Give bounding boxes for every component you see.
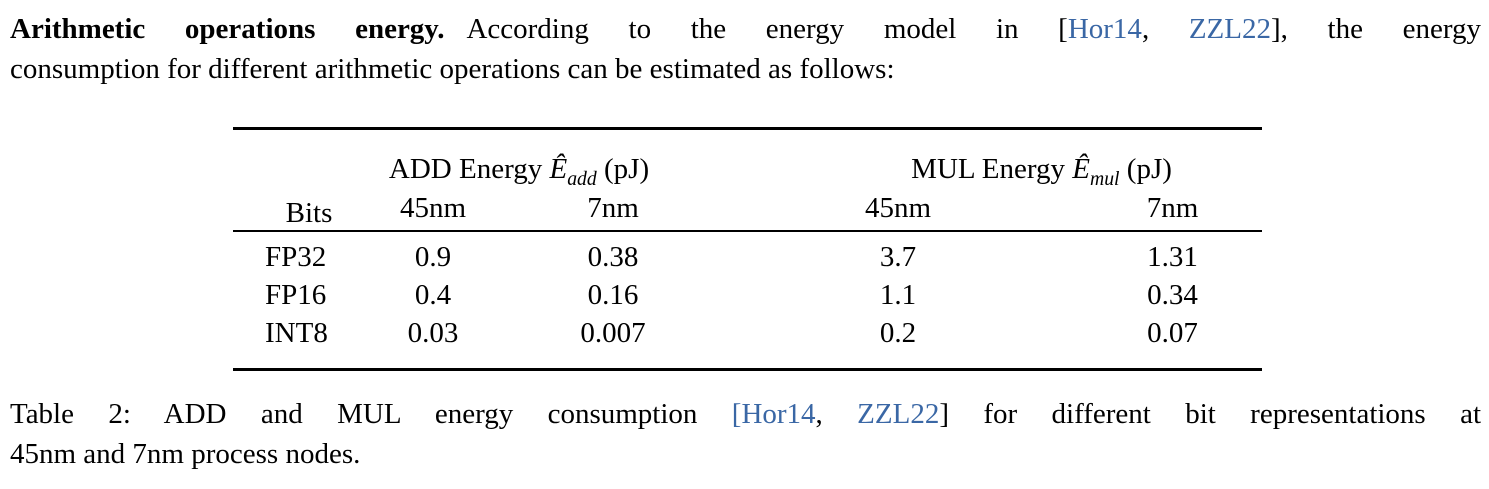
- caption-text-post: ] for different bit representations at: [939, 398, 1482, 430]
- cell-fp32-add-7nm: 0.38: [587, 240, 639, 273]
- cell-fp32-mul-7nm: 1.31: [1147, 240, 1198, 273]
- subheader-add-45nm: 45nm: [353, 186, 513, 232]
- cell-int8-mul-7nm: 0.07: [1147, 316, 1198, 349]
- subheader-add-7nm: 7nm: [513, 186, 714, 232]
- citation-link-zzl22[interactable]: ZZL22: [1188, 13, 1271, 45]
- caption-citation-separator: ,: [815, 398, 858, 430]
- citation-separator: ,: [1141, 13, 1189, 45]
- cell-fp16-add-45nm: 0.4: [414, 278, 452, 311]
- table-row-fp16: FP16 0.4 0.16 1.1 0.34: [233, 276, 1262, 314]
- cell-int8-bits: INT8: [265, 316, 328, 349]
- caption-bracket-open: [: [731, 398, 742, 430]
- caption-citation-link-zzl22[interactable]: ZZL22: [857, 398, 940, 430]
- caption-text-pre: Table 2: ADD and MUL energy consumption: [10, 398, 732, 430]
- cell-fp32-add-45nm: 0.9: [414, 240, 452, 273]
- intro-text-post: ], the energy: [1271, 13, 1482, 45]
- citation-link-hor14[interactable]: Hor14: [1067, 13, 1142, 45]
- table-caption: Table 2: ADD and MUL energy consumption …: [10, 394, 1481, 474]
- add-header-unit: (pJ): [596, 153, 650, 185]
- column-header-bits: Bits: [233, 128, 353, 232]
- table-row-int8: INT8 0.03 0.007 0.2 0.07: [233, 314, 1262, 370]
- E-hat-mul-symbol: Êmul: [1072, 153, 1120, 190]
- subheader-mul-45nm: 45nm: [713, 186, 1084, 232]
- caption-citation-link-hor14[interactable]: Hor14: [741, 398, 816, 430]
- cell-int8-add-7nm: 0.007: [580, 316, 646, 349]
- cell-fp16-add-7nm: 0.16: [587, 278, 639, 311]
- intro-paragraph: Arithmetic operations energy. According t…: [10, 9, 1481, 89]
- E-hat-add-symbol: Êadd: [549, 153, 597, 190]
- paragraph-heading: Arithmetic operations energy.: [10, 13, 445, 45]
- mul-header-unit: (pJ): [1119, 153, 1172, 185]
- mul-energy-header: MUL Energy Êmul (pJ): [911, 153, 1172, 190]
- energy-table: Bits ADD Energy Êadd (pJ) MUL Energy Êmu…: [233, 127, 1263, 371]
- cell-fp16-mul-45nm: 1.1: [879, 278, 917, 311]
- add-energy-header: ADD Energy Êadd (pJ): [388, 153, 650, 190]
- caption-line-2: 45nm and 7nm process nodes.: [10, 438, 361, 470]
- cell-fp16-bits: FP16: [265, 278, 327, 311]
- table-row-fp32: FP32 0.9 0.38 3.7 1.31: [233, 231, 1262, 276]
- cell-fp32-mul-45nm: 3.7: [879, 240, 917, 273]
- table-subheader-row: 45nm 7nm 45nm 7nm: [233, 186, 1263, 232]
- subheader-mul-7nm: 7nm: [1083, 186, 1263, 232]
- column-header-add-energy: ADD Energy Êadd (pJ): [353, 129, 713, 190]
- column-header-mul-energy: MUL Energy Êmul (pJ): [713, 129, 1262, 190]
- intro-text-pre: According to the energy model in [: [466, 13, 1068, 45]
- cell-int8-mul-45nm: 0.2: [879, 316, 917, 349]
- cell-fp32-bits: FP32: [265, 240, 327, 273]
- cell-fp16-mul-7nm: 0.34: [1147, 278, 1198, 311]
- intro-line-2: consumption for different arithmetic ope…: [10, 53, 895, 85]
- add-header-prefix: ADD Energy: [388, 153, 550, 185]
- intro-line-1: Arithmetic operations energy. According t…: [10, 9, 1481, 49]
- table-group-header-row: Bits ADD Energy Êadd (pJ) MUL Energy Êmu…: [233, 128, 1262, 232]
- caption-line-1: Table 2: ADD and MUL energy consumption …: [10, 394, 1481, 434]
- mul-header-prefix: MUL Energy: [911, 153, 1073, 185]
- cell-int8-add-45nm: 0.03: [407, 316, 459, 349]
